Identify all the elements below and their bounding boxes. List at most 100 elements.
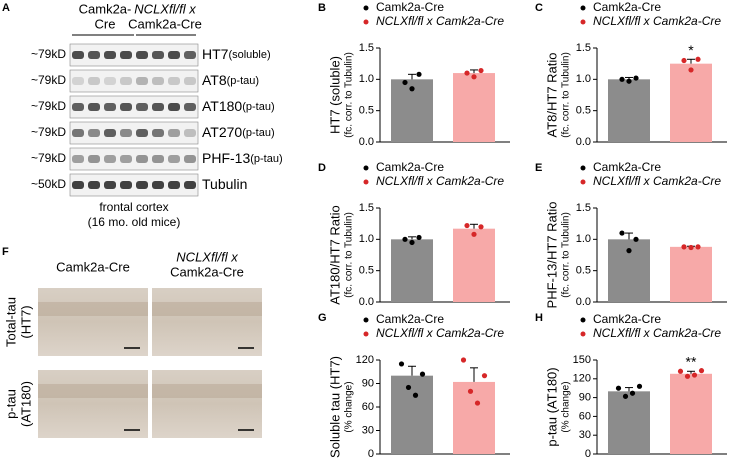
y-tick-label: 0.5 [359,105,374,117]
bar [453,381,495,454]
legend-marker [363,5,369,11]
panel-letter: A [2,2,10,14]
data-point [402,79,408,86]
size-label: ~79kD [31,47,66,61]
data-point [416,234,422,241]
panel-letter: G [318,312,327,324]
micrograph [152,370,262,438]
blot-band [184,181,196,189]
y-tick-label: 0.5 [359,265,374,277]
blot-band [88,181,100,189]
blot-band [184,51,196,59]
data-point [419,371,426,377]
y-tick-label: 120 [573,373,591,385]
blot-band [168,129,180,137]
data-point [405,384,412,391]
blot-band [152,155,164,163]
significance: * [688,42,694,58]
data-point [688,244,694,251]
y-tick-label: 1.5 [576,42,591,54]
blot-band [104,77,116,85]
bar [608,391,650,454]
y-tick-label: 0 [585,448,591,460]
data-point [626,248,632,254]
blot-band [72,155,84,163]
legend-label: NCLXfl/fl x Camk2a-Cre [593,174,721,188]
data-point [633,236,639,242]
y-tick-label: 60 [362,401,374,413]
data-point [474,400,481,406]
blot-band [120,181,132,189]
blot-band [120,51,132,59]
blot-band [136,51,148,59]
blot-band [136,77,148,85]
legend-label: Camk2a-Cre [376,0,444,14]
data-point [464,222,470,229]
bar [670,373,712,454]
blot-band [184,77,196,85]
data-point [478,67,484,74]
blot-band [120,103,132,111]
data-point [412,392,419,398]
column-label: Camk2a-Cre [56,259,130,274]
bar [670,63,712,142]
bar [608,79,650,142]
data-point [615,385,622,391]
legend-label: NCLXfl/fl x Camk2a-Cre [376,326,504,340]
blot-band [152,181,164,189]
blot-caption: (16 mo. old mice) [88,215,181,229]
y-tick-label: 0.5 [576,105,591,117]
protein-name: AT270 [202,124,242,140]
y-tick-label: 90 [362,377,374,389]
y-tick-label: 30 [362,424,374,436]
data-point [688,67,694,73]
size-label: ~79kD [31,99,66,113]
blot-band [136,129,148,137]
blot-strip [69,147,199,171]
data-point [684,373,691,379]
data-point [409,239,415,246]
blot-band [136,103,148,111]
y-tick-label: 30 [579,429,591,441]
row-label: Tubulin [202,176,247,192]
cell-layer [38,302,148,316]
legend-marker [580,19,586,25]
panel-letter: D [318,162,326,174]
legend-marker [363,179,369,185]
y-tick-label: 150 [573,354,591,366]
blot-band [72,181,84,189]
protein-note: (p-tau) [242,101,274,113]
data-point [622,393,629,399]
y-axis-label: AT8/HT7 Ratio [544,52,559,137]
data-point [695,244,701,250]
row-label: Total-tau [3,297,18,347]
blot-caption: frontal cortex [99,200,168,214]
blot-band [136,155,148,163]
panel-letter: H [535,312,543,324]
legend-label: NCLXfl/fl x Camk2a-Cre [376,174,504,188]
bar [453,73,495,142]
bar [453,228,495,302]
size-label: ~79kD [31,151,66,165]
blot-band [184,129,196,137]
cell-layer [152,384,262,398]
panel-letter: B [318,2,326,14]
protein-name: AT8 [202,72,227,88]
cell-layer [152,302,262,316]
micrograph [152,288,262,356]
y-tick-label: 1.5 [576,202,591,214]
data-point [677,368,684,374]
protein-note: (soluble) [228,49,270,61]
group-label: Camk2a- [79,1,132,16]
row-label: AT8(p-tau) [202,72,259,88]
column-label: NCLXfl/fl x [176,249,238,264]
blot-band [72,129,84,137]
blot-band [104,155,116,163]
row-label: AT180(p-tau) [202,98,275,114]
size-label: ~79kD [31,73,66,87]
y-axis-label: AT180/HT7 Ratio [327,205,342,304]
protein-name: HT7 [202,46,229,62]
bar [670,246,712,302]
y-tick-label: 1.0 [576,73,591,85]
